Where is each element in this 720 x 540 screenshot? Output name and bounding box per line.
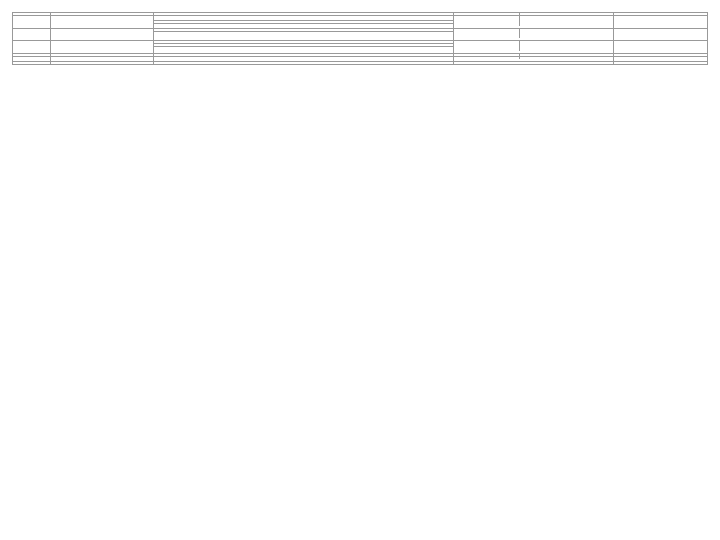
assessment-table xyxy=(12,12,708,65)
grand-total-label xyxy=(454,62,614,65)
grand-total-row xyxy=(13,62,708,65)
table-body xyxy=(13,16,708,65)
